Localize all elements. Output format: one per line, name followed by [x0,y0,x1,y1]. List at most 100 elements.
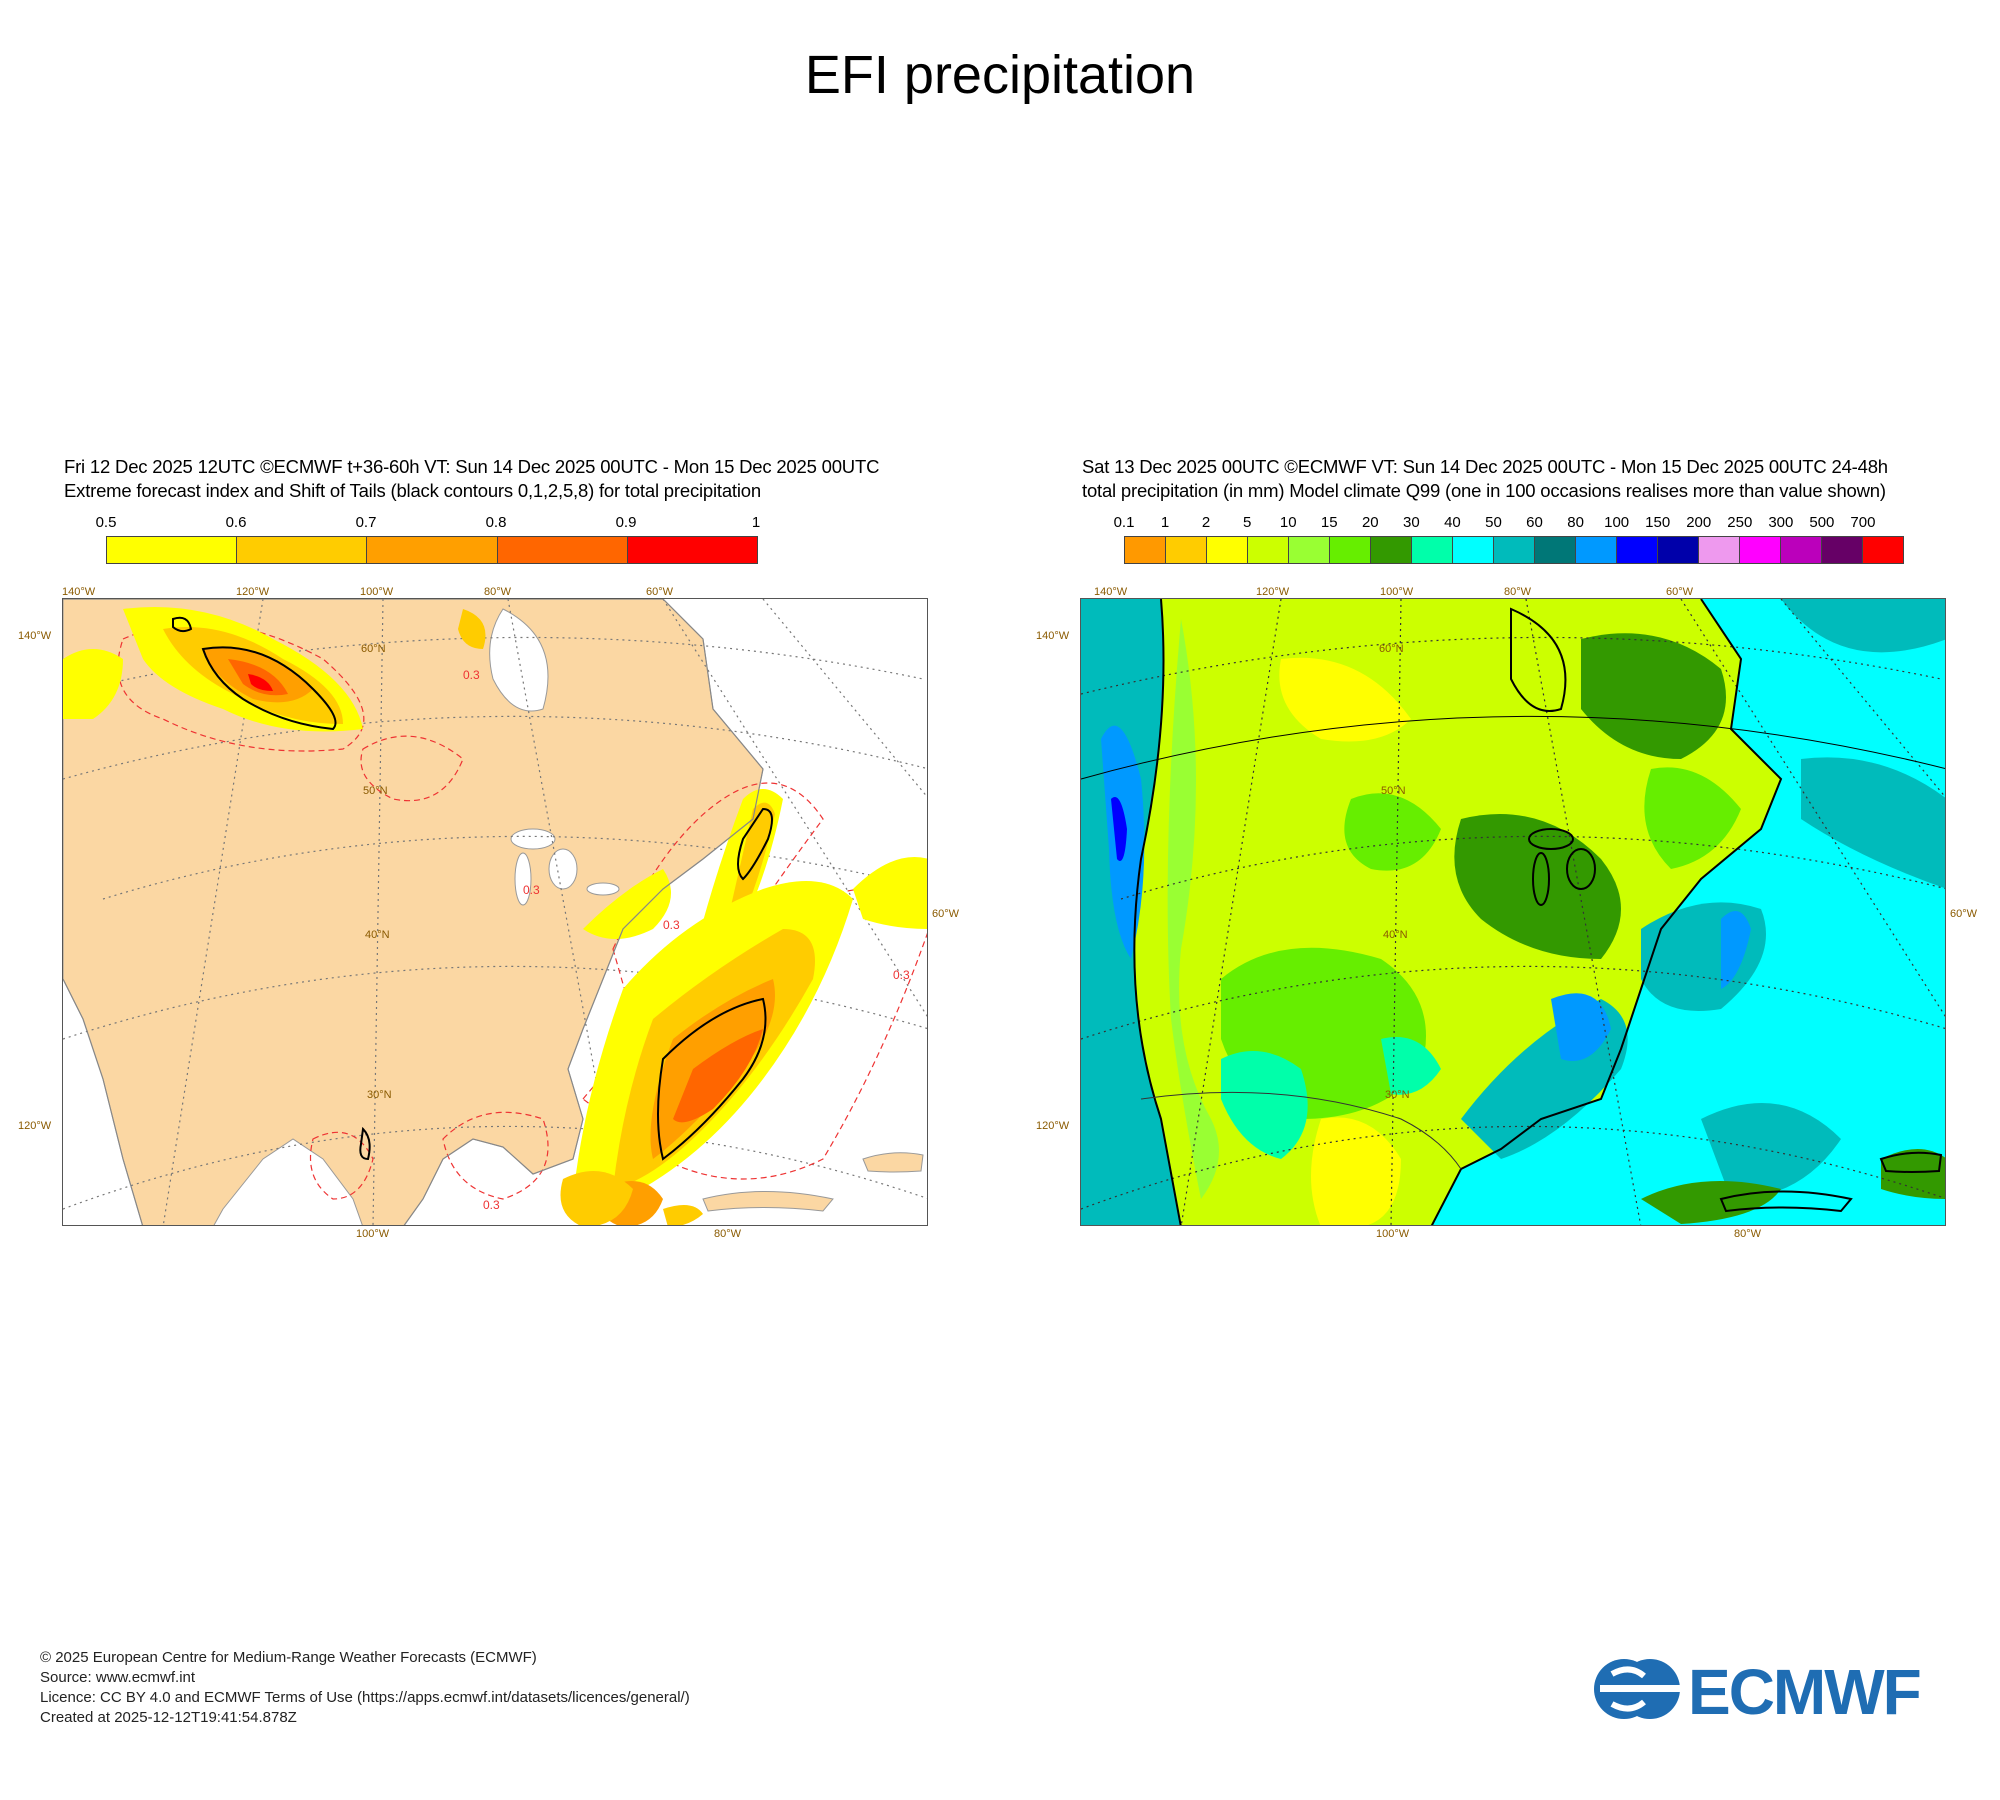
q99-legend-swatch [1330,537,1371,563]
source-text: Source: www.ecmwf.int [40,1669,196,1686]
deg-label: 50°N [1381,785,1406,797]
q99-legend-swatch [1494,537,1535,563]
q99-colorbar [1124,536,1904,564]
deg-label: 120°W [236,586,270,598]
efi-legend-swatch [237,537,368,563]
efi-legend-tick-label: 0.7 [355,514,377,531]
ecmwf-logo-icon: ECMWF [1594,1656,1922,1728]
deg-label: 50°N [363,785,388,797]
q99-legend-tick-label: 1 [1160,514,1170,531]
efi-legend-tick-label: 0.6 [225,514,247,531]
page-title: EFI precipitation [804,45,1196,105]
efi-panel: Fri 12 Dec 2025 12UTC ©ECMWF t+36-60h VT… [18,456,959,1240]
deg-label: 120°W [1036,1120,1070,1132]
q99-panel: Sat 13 Dec 2025 00UTC ©ECMWF VT: Sun 14 … [1036,456,1977,1240]
deg-label: 100°W [360,586,394,598]
deg-label: 140°W [1036,630,1070,642]
q99-legend-swatch [1822,537,1863,563]
q99-legend-tick-label: 10 [1279,514,1297,531]
efi-colorbar [106,536,758,564]
logo-text: ECMWF [1688,1656,1920,1724]
island [702,1191,834,1212]
q99-legend-swatch [1125,537,1166,563]
q99-legend-swatch [1371,537,1412,563]
efi-legend-tick-label: 0.8 [485,514,507,531]
efi-legend-labels: 0.5 0.6 0.7 0.8 0.9 1 [96,514,761,532]
contour-label: 0.3 [663,918,680,932]
efi-legend-tick-label: 0.9 [615,514,637,531]
deg-label: 100°W [1376,1228,1410,1240]
contour-label: 0.3 [523,883,540,897]
q99-legend-tick-label: 100 [1604,514,1630,531]
q99-legend-tick-label: 250 [1727,514,1753,531]
efi-header-line2: Extreme forecast index and Shift of Tail… [64,480,761,501]
q99-legend-swatch [1453,537,1494,563]
q99-legend-swatch [1535,537,1576,563]
q99-legend-swatch [1863,537,1903,563]
efi-header-line1: Fri 12 Dec 2025 12UTC ©ECMWF t+36-60h VT… [64,456,880,477]
deg-label: 80°W [1504,586,1532,598]
q99-legend-tick-label: 30 [1403,514,1420,531]
q99-legend-tick-label: 40 [1444,514,1461,531]
deg-label: 60°W [932,908,960,920]
q99-legend-swatch [1617,537,1658,563]
deg-label: 80°W [484,586,512,598]
q99-legend-tick-label: 300 [1768,514,1794,531]
q99-legend-tick-label: 500 [1809,514,1835,531]
licence-text: Licence: CC BY 4.0 and ECMWF Terms of Us… [40,1689,690,1706]
efi-legend-swatch [367,537,498,563]
deg-label: 100°W [356,1228,390,1240]
contour-label: 0.3 [483,1198,500,1212]
q99-legend-tick-label: 150 [1645,514,1671,531]
q99-legend-tick-label: 80 [1567,514,1584,531]
efi-map: 0.3 0.3 0.3 0.3 0.3 0.3 [62,598,928,1226]
q99-legend-swatch [1412,537,1453,563]
efi-legend-tick-label: 1 [751,514,761,531]
q99-legend-swatch [1781,537,1822,563]
efi-legend-swatch [107,537,238,563]
deg-label: 120°W [1256,586,1290,598]
footer: © 2025 European Centre for Medium-Range … [40,1648,690,1728]
deg-label: 40°N [365,929,390,941]
contour-label: 0.3 [463,668,480,682]
deg-label: 60°N [1379,643,1404,655]
q99-legend-tick-label: 5 [1242,514,1252,531]
created-text: Created at 2025-12-12T19:41:54.878Z [40,1709,297,1726]
q99-legend-swatch [1740,537,1781,563]
deg-label: 100°W [1380,586,1414,598]
q99-legend-tick-label: 700 [1850,514,1876,531]
deg-label: 80°W [1734,1228,1762,1240]
q99-map-svg [1081,599,1945,1225]
q99-legend-tick-label: 60 [1526,514,1543,531]
deg-label: 140°W [18,630,52,642]
q99-legend-tick-label: 200 [1686,514,1712,531]
efi-map-svg: 0.3 0.3 0.3 0.3 0.3 0.3 [63,599,927,1225]
contour-label: 0.3 [893,968,910,982]
q99-legend-swatch [1166,537,1207,563]
q99-legend-tick-label: 20 [1361,514,1379,531]
q99-legend-swatch [1289,537,1330,563]
q99-header-line2: total precipitation (in mm) Model climat… [1082,480,1886,501]
deg-label: 80°W [714,1228,742,1240]
deg-label: 60°W [1950,908,1978,920]
q99-legend-swatch [1576,537,1617,563]
copyright-text: © 2025 European Centre for Medium-Range … [40,1649,537,1666]
efi-legend-swatch [627,537,758,563]
island [862,1152,924,1173]
q99-header-line1: Sat 13 Dec 2025 00UTC ©ECMWF VT: Sun 14 … [1082,456,1888,477]
deg-label: 30°N [367,1089,392,1101]
deg-label: 60°W [1666,586,1694,598]
q99-legend-tick-label: 2 [1201,514,1211,531]
deg-label: 30°N [1385,1089,1410,1101]
q99-map: 60°N 50°N 40°N 30°N [1080,598,1946,1226]
deg-label: 140°W [62,586,96,598]
ecmwf-logo: ECMWF [1590,1654,1962,1728]
q99-legend-tick-label: 50 [1485,514,1502,531]
efi-legend-tick-label: 0.5 [95,514,117,531]
q99-legend-swatch [1248,537,1289,563]
q99-legend-labels: 0.1 1 2 5 10 15 20 30 40 50 60 80 100 150 200 250 300 500… [1114,514,1904,532]
q99-legend-swatch [1207,537,1248,563]
deg-label: 60°N [361,643,386,655]
deg-label: 40°N [1383,929,1408,941]
deg-label: 60°W [646,586,674,598]
